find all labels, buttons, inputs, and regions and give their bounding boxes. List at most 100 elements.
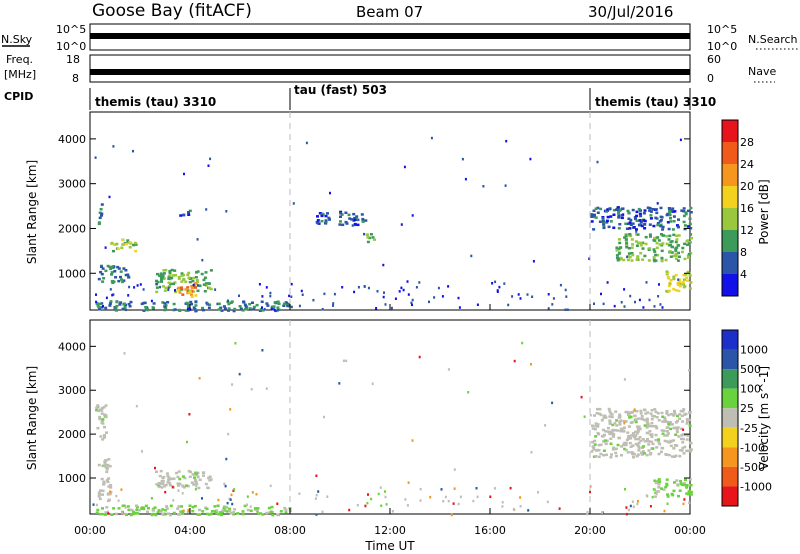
range-cell	[646, 439, 649, 443]
range-cell	[656, 480, 660, 483]
range-cell	[226, 501, 229, 505]
range-cell	[196, 289, 200, 292]
range-cell	[202, 283, 206, 286]
range-cell	[168, 482, 172, 485]
range-cell	[122, 279, 126, 282]
range-cell	[616, 256, 619, 260]
range-cell	[664, 485, 668, 489]
range-cell	[603, 414, 607, 417]
range-cell	[617, 247, 621, 251]
range-cell	[667, 420, 671, 424]
range-cell	[684, 273, 688, 276]
range-cell	[632, 452, 636, 456]
range-cell	[680, 427, 684, 430]
range-cell	[108, 195, 111, 199]
range-cell	[655, 211, 659, 215]
range-cell	[266, 304, 270, 307]
range-cell	[670, 492, 674, 496]
range-cell	[100, 203, 104, 206]
range-cell	[188, 290, 192, 293]
range-cell	[678, 413, 682, 416]
range-cell	[364, 219, 368, 222]
range-cell	[328, 218, 331, 221]
range-cell	[261, 306, 263, 309]
range-cell	[110, 513, 114, 516]
range-cell	[676, 283, 680, 286]
range-cell	[207, 513, 211, 516]
range-cell	[394, 297, 397, 300]
range-cell	[628, 221, 632, 224]
range-cell	[642, 445, 645, 448]
range-cell	[511, 295, 514, 298]
range-cell	[98, 497, 102, 501]
range-cell	[655, 242, 659, 245]
range-cell	[627, 425, 631, 428]
velocity-colorbar-swatch	[722, 427, 738, 448]
range-cell	[658, 442, 662, 446]
range-cell	[637, 449, 641, 452]
range-cell	[641, 450, 645, 453]
range-cell	[653, 495, 657, 498]
range-cell	[519, 505, 522, 508]
range-cell	[333, 292, 336, 296]
range-cell	[687, 490, 691, 493]
range-cell	[629, 294, 632, 298]
range-cell	[188, 280, 192, 284]
range-cell	[348, 217, 352, 220]
range-cell	[457, 502, 460, 506]
range-cell	[656, 236, 660, 239]
range-cell	[669, 439, 673, 443]
range-cell	[184, 309, 188, 312]
range-cell	[625, 512, 628, 516]
range-cell	[366, 501, 369, 505]
range-cell	[204, 482, 208, 486]
range-cell	[602, 454, 605, 457]
range-cell	[682, 273, 686, 277]
range-cell	[195, 473, 199, 477]
range-cell	[186, 286, 190, 289]
range-cell	[384, 490, 386, 493]
range-cell	[663, 434, 667, 437]
range-cell	[320, 219, 324, 223]
range-cell	[638, 427, 642, 431]
range-cell	[686, 420, 689, 423]
range-cell	[633, 414, 637, 418]
range-cell	[103, 462, 107, 465]
range-cell	[681, 441, 685, 444]
range-cell	[593, 302, 595, 305]
range-cell	[653, 479, 657, 482]
range-cell	[624, 238, 628, 241]
range-cell	[179, 214, 183, 217]
range-cell	[651, 414, 655, 418]
range-cell	[673, 412, 677, 415]
range-cell	[106, 480, 110, 484]
range-cell	[282, 304, 286, 307]
range-cell	[665, 430, 669, 433]
range-cell	[363, 285, 366, 288]
range-cell	[419, 487, 422, 491]
range-cell	[269, 484, 272, 488]
range-cell	[676, 224, 679, 227]
range-cell	[636, 425, 640, 428]
range-cell	[682, 428, 685, 431]
range-cell	[672, 277, 676, 281]
range-cell	[667, 238, 671, 241]
range-cell	[102, 483, 106, 486]
range-cell	[688, 274, 692, 277]
freq-panel: Freq. [MHz] 18 8 60 0 Nave	[4, 53, 776, 85]
range-cell	[261, 295, 264, 298]
range-cell	[667, 227, 671, 231]
range-cell	[271, 308, 275, 311]
range-cell	[99, 489, 102, 492]
range-cell	[642, 212, 646, 215]
range-cell	[98, 302, 102, 306]
y-tick-label: 3000	[58, 384, 86, 397]
range-cell	[196, 471, 200, 475]
range-cell	[628, 227, 632, 230]
range-cell	[174, 290, 178, 294]
range-cell	[599, 452, 603, 456]
range-cell	[132, 149, 134, 153]
range-cell	[681, 483, 685, 487]
range-cell	[629, 223, 633, 227]
velocity-colorbar-label: Velocity [m s^-1]	[757, 366, 771, 470]
